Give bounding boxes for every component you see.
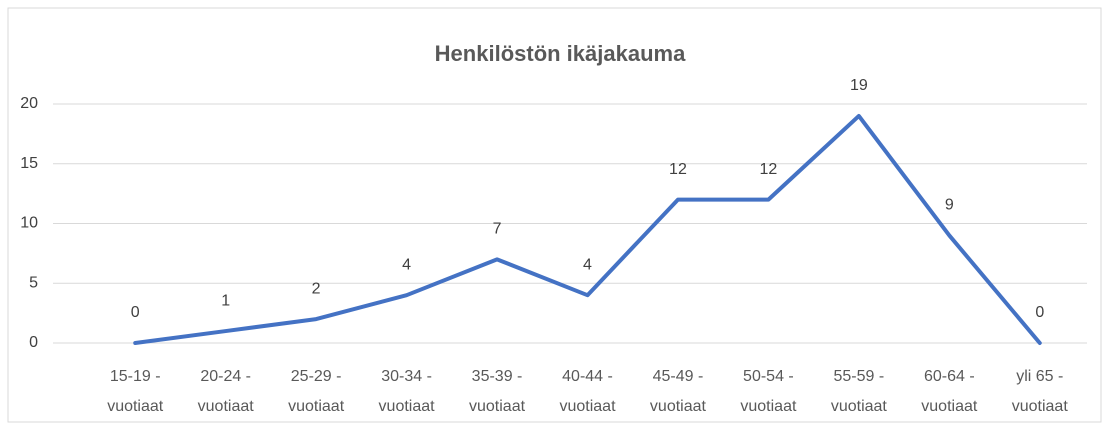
data-label: 7 [493,221,502,238]
x-tick-label: 30-34 - vuotiaat [378,368,435,415]
x-tick-label: 60-64 - vuotiaat [921,368,978,415]
y-tick-label: 5 [29,274,38,291]
y-tick-label: 20 [20,95,38,112]
data-label: 12 [669,161,687,178]
chart-border [7,7,1102,423]
x-tick-label: 50-54 - vuotiaat [740,368,797,415]
x-tick-label: yli 65 - vuotiaat [1011,368,1068,415]
data-label: 4 [583,256,592,273]
data-label: 2 [312,280,321,297]
x-tick-label: 35-39 - vuotiaat [469,368,526,415]
data-label: 1 [221,292,230,309]
x-tick-label: 20-24 - vuotiaat [197,368,254,415]
data-label: 9 [945,197,954,214]
x-tick-label: 45-49 - vuotiaat [649,368,706,415]
x-tick-label: 40-44 - vuotiaat [559,368,616,415]
y-tick-label: 10 [20,215,38,232]
data-label: 0 [131,304,140,321]
y-tick-label: 15 [20,155,38,172]
data-label: 4 [402,256,411,273]
y-tick-label: 0 [29,334,38,351]
line [133,113,1042,345]
data-label: 19 [850,77,868,94]
x-tick-label: 15-19 - vuotiaat [107,368,164,415]
x-tick-label: 55-59 - vuotiaat [830,368,887,415]
x-tick-label: 25-29 - vuotiaat [288,368,345,415]
data-label: 12 [760,161,778,178]
data-label: 0 [1035,304,1044,321]
chart-title: Henkilöstön ikäjakauma [435,41,686,66]
